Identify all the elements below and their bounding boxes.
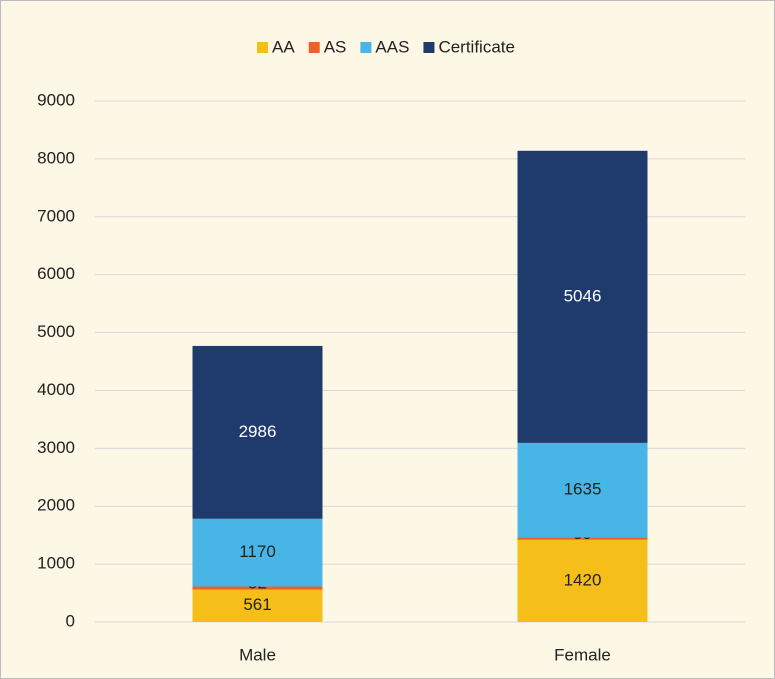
y-tick-label: 8000 <box>37 148 75 167</box>
bar-segment <box>517 442 648 538</box>
y-tick-label: 9000 <box>37 90 75 109</box>
data-label: 5046 <box>564 286 602 305</box>
bar-segment <box>517 150 648 443</box>
y-tick-label: 5000 <box>37 322 75 341</box>
legend-label: Certificate <box>438 37 515 56</box>
x-tick-label: Female <box>554 645 611 664</box>
legend-label: AS <box>324 37 347 56</box>
bar-segment <box>192 345 323 519</box>
y-tick-label: 2000 <box>37 496 75 515</box>
legend-swatch <box>257 42 269 53</box>
bar-segment <box>517 537 648 540</box>
legend-swatch <box>308 42 320 53</box>
y-tick-label: 0 <box>66 611 75 630</box>
data-label: 1170 <box>239 542 276 561</box>
legend-label: AA <box>272 37 295 56</box>
y-tick-label: 6000 <box>37 264 75 283</box>
y-tick-label: 4000 <box>37 380 75 399</box>
bar-segment <box>192 518 323 587</box>
legend-label: AAS <box>375 37 409 56</box>
data-label: 1420 <box>564 570 602 589</box>
y-tick-label: 7000 <box>37 206 75 225</box>
bar-segment <box>517 539 648 622</box>
y-tick-label: 3000 <box>37 438 75 457</box>
bar-segment <box>192 586 323 590</box>
data-label: 1635 <box>564 480 602 499</box>
x-tick-label: Male <box>239 645 276 664</box>
y-tick-label: 1000 <box>37 554 75 573</box>
data-label: 2986 <box>239 422 277 441</box>
bar-segment <box>192 589 323 622</box>
legend-swatch <box>423 42 435 53</box>
legend-swatch <box>360 42 372 53</box>
data-label: 561 <box>243 595 271 614</box>
